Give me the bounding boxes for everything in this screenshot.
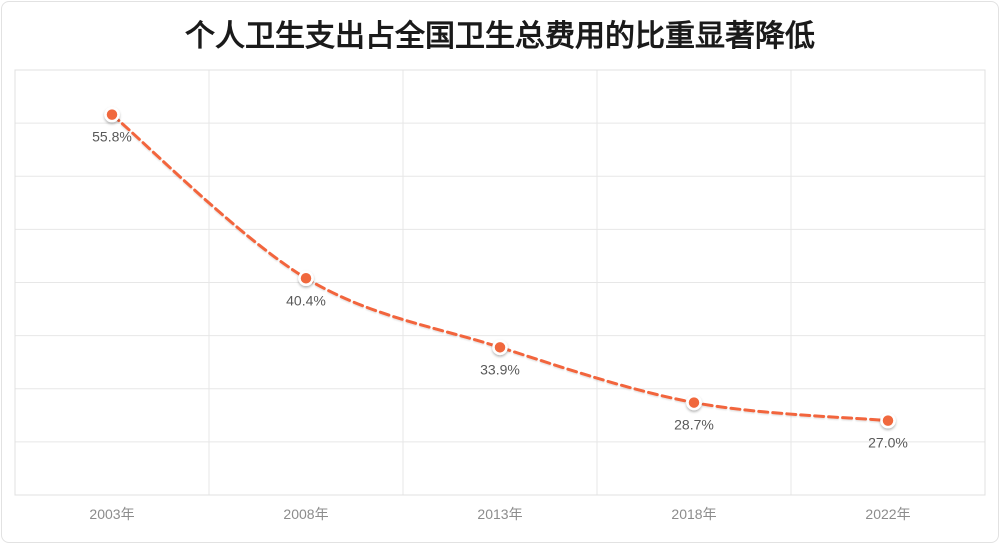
- x-axis-label: 2003年: [89, 506, 134, 522]
- data-label: 55.8%: [92, 129, 132, 145]
- data-point: [104, 106, 120, 123]
- data-label: 40.4%: [286, 292, 326, 308]
- chart-title: 个人卫生支出占全国卫生总费用的比重显著降低: [185, 20, 815, 53]
- data-label: 27.0%: [868, 435, 908, 451]
- data-point: [492, 339, 508, 356]
- x-axis-label: 2013年: [477, 506, 522, 522]
- x-axis-label: 2008年: [283, 506, 328, 522]
- data-point: [298, 270, 314, 286]
- plot-area: 55.8% 2003年 40.4% 2008年 33.9% 2013年 28.7% 2018年…: [14, 69, 986, 522]
- plot-border: [14, 69, 986, 496]
- data-label: 33.9%: [480, 361, 520, 377]
- data-label: 28.7%: [674, 417, 714, 433]
- x-axis-label: 2022年: [865, 506, 910, 522]
- data-point: [880, 412, 896, 429]
- x-axis-label: 2018年: [671, 506, 716, 522]
- data-point: [686, 394, 702, 411]
